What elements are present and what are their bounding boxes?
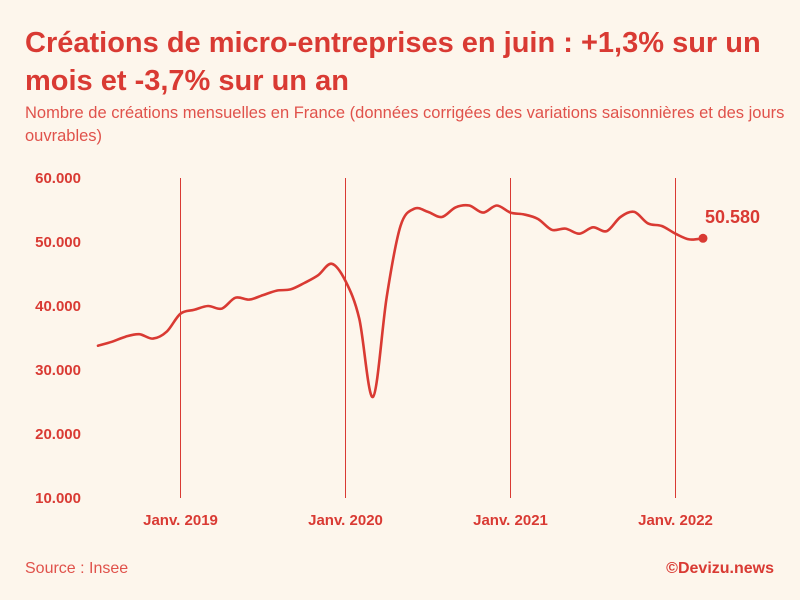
y-tick-label: 20.000	[35, 426, 81, 443]
source-note: Source : Insee	[25, 560, 129, 577]
credit: ©Devizu.news	[666, 560, 774, 577]
x-axis-ticks: Janv. 2019 Janv. 2020 Janv. 2021 Janv. 2022	[143, 512, 713, 529]
x-tick-label: Janv. 2019	[143, 512, 218, 529]
y-tick-label: 50.000	[35, 234, 81, 251]
grid-lines	[180, 178, 676, 498]
y-axis-ticks: 60.000 50.000 40.000 30.000 20.000 10.000	[35, 170, 81, 507]
y-tick-label: 10.000	[35, 490, 81, 507]
last-value-label: 50.580	[705, 207, 760, 227]
y-tick-label: 40.000	[35, 298, 81, 315]
x-tick-label: Janv. 2021	[473, 512, 548, 529]
y-tick-label: 30.000	[35, 362, 81, 379]
y-tick-label: 60.000	[35, 170, 81, 187]
chart-subtitle: Nombre de créations mensuelles en France…	[25, 104, 785, 145]
x-tick-label: Janv. 2020	[308, 512, 383, 529]
series-line	[96, 203, 705, 399]
last-point	[698, 233, 708, 243]
x-tick-label: Janv. 2022	[638, 512, 713, 529]
chart-title: Créations de micro-entreprises en juin :…	[25, 27, 761, 97]
